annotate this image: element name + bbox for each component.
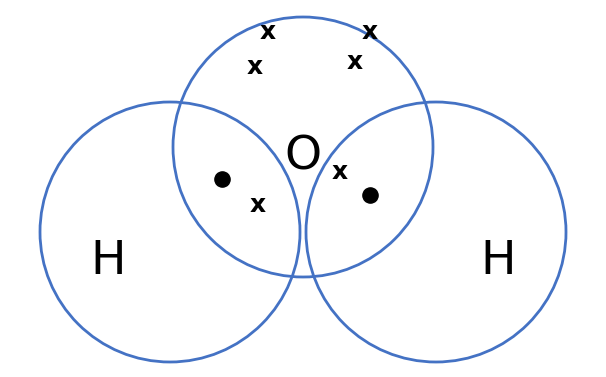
Text: x: x: [347, 50, 363, 74]
Text: H: H: [90, 239, 126, 285]
Text: x: x: [250, 193, 266, 217]
Text: O: O: [284, 135, 322, 179]
Text: x: x: [260, 20, 276, 44]
Text: x: x: [362, 20, 378, 44]
Text: x: x: [332, 160, 348, 184]
Text: x: x: [247, 55, 263, 79]
Point: [217, 176, 227, 182]
Point: [365, 192, 375, 198]
Text: H: H: [480, 239, 516, 285]
